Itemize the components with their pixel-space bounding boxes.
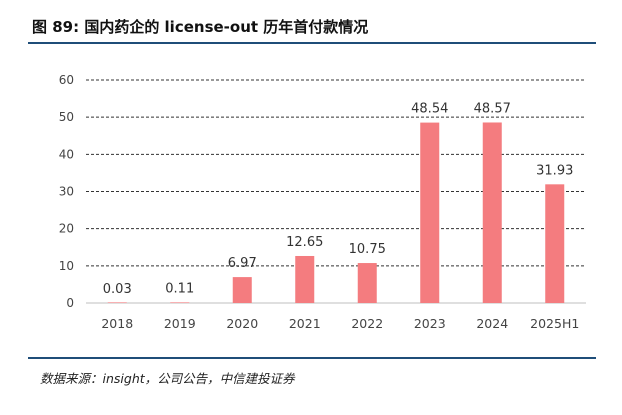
y-tick-label-30: 30 [59,185,74,199]
category-label-2019: 2019 [164,316,196,331]
bar-2019 [170,302,190,303]
category-label-2025H1: 2025H1 [530,316,579,331]
bar-2021 [295,255,315,303]
category-label-2022: 2022 [351,316,383,331]
bar-2024 [482,122,502,303]
data-label-2019: 0.11 [165,282,194,297]
data-label-2025H1: 31.93 [536,163,573,178]
category-label-2020: 2020 [226,316,258,331]
bar-2022 [357,263,377,303]
data-label-2023: 48.54 [411,102,448,117]
y-tick-label-40: 40 [59,147,74,161]
y-tick-label-0: 0 [66,296,74,310]
title-divider [28,42,596,44]
source-note: 数据来源：insight，公司公告，中信建投证券 [40,371,295,386]
category-label-2021: 2021 [289,316,321,331]
y-tick-label-60: 60 [59,73,74,87]
category-label-2018: 2018 [101,316,133,331]
data-label-2021: 12.65 [286,235,323,250]
data-label-2024: 48.57 [474,101,511,116]
category-label-2023: 2023 [414,316,446,331]
data-labels: 0.03 0.11 6.97 12.65 10.75 48.54 48.57 31.93 [103,101,574,296]
data-label-2018: 0.03 [103,282,132,297]
bar-2023 [420,122,440,303]
y-tick-label-20: 20 [59,222,74,236]
data-label-2020: 6.97 [228,256,257,271]
category-label-2024: 2024 [476,316,508,331]
bar-2018 [107,302,127,303]
bars [107,122,565,303]
source-divider [28,357,596,359]
figure-title: 图 89: 国内药企的 license-out 历年首付款情况 [32,18,369,36]
x-axis-categories: 2018 2019 2020 2021 2022 2023 2024 2025H1 [101,316,579,331]
y-tick-label-10: 10 [59,259,74,273]
y-axis-ticks: 0 10 20 30 40 50 60 [59,73,74,310]
bar-2020 [232,277,252,303]
data-label-2022: 10.75 [349,242,386,257]
y-tick-label-50: 50 [59,110,74,124]
grid-lines [86,79,586,267]
bar-2025H1 [545,184,565,303]
